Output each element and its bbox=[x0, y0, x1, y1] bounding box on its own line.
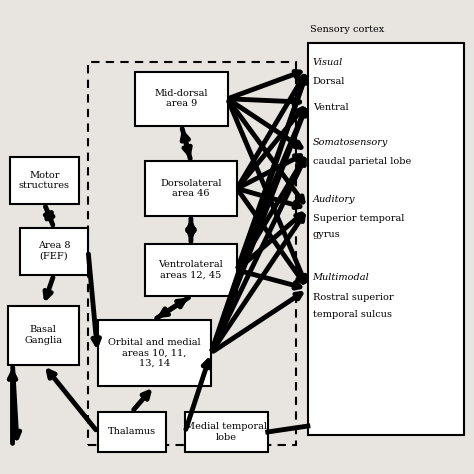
Text: Thalamus: Thalamus bbox=[108, 428, 156, 437]
Text: Ventrolateral
areas 12, 45: Ventrolateral areas 12, 45 bbox=[158, 260, 223, 280]
Bar bbox=[185, 412, 268, 452]
Text: Area 8
(FEF): Area 8 (FEF) bbox=[37, 241, 70, 261]
Text: temporal sulcus: temporal sulcus bbox=[313, 310, 392, 319]
Bar bbox=[8, 306, 79, 365]
Text: Dorsal: Dorsal bbox=[313, 76, 345, 85]
Text: Medial temporal
lobe: Medial temporal lobe bbox=[185, 422, 267, 442]
Text: Visual: Visual bbox=[313, 58, 343, 67]
Text: Motor
structures: Motor structures bbox=[19, 171, 70, 190]
Bar bbox=[10, 156, 79, 204]
Text: Sensory cortex: Sensory cortex bbox=[310, 25, 384, 34]
Bar bbox=[19, 228, 88, 275]
Bar bbox=[145, 161, 237, 216]
Text: Somatosensory: Somatosensory bbox=[313, 138, 388, 147]
Text: caudal parietal lobe: caudal parietal lobe bbox=[313, 157, 411, 166]
Bar bbox=[88, 62, 296, 445]
Text: Ventral: Ventral bbox=[313, 102, 348, 111]
Text: Rostral superior: Rostral superior bbox=[313, 292, 393, 301]
Bar bbox=[136, 72, 228, 126]
Text: Basal
Ganglia: Basal Ganglia bbox=[24, 325, 62, 345]
Text: Orbital and medial
areas 10, 11,
13, 14: Orbital and medial areas 10, 11, 13, 14 bbox=[108, 338, 201, 368]
Text: Superior temporal: Superior temporal bbox=[313, 214, 404, 223]
Bar bbox=[98, 412, 166, 452]
Bar bbox=[145, 244, 237, 296]
Text: Multimodal: Multimodal bbox=[313, 273, 369, 282]
Bar bbox=[98, 319, 211, 386]
Bar bbox=[308, 43, 464, 436]
Text: Auditory: Auditory bbox=[313, 195, 355, 204]
Text: Dorsolateral
area 46: Dorsolateral area 46 bbox=[160, 179, 222, 198]
Text: gyrus: gyrus bbox=[313, 230, 340, 239]
Text: Mid-dorsal
area 9: Mid-dorsal area 9 bbox=[155, 89, 208, 109]
